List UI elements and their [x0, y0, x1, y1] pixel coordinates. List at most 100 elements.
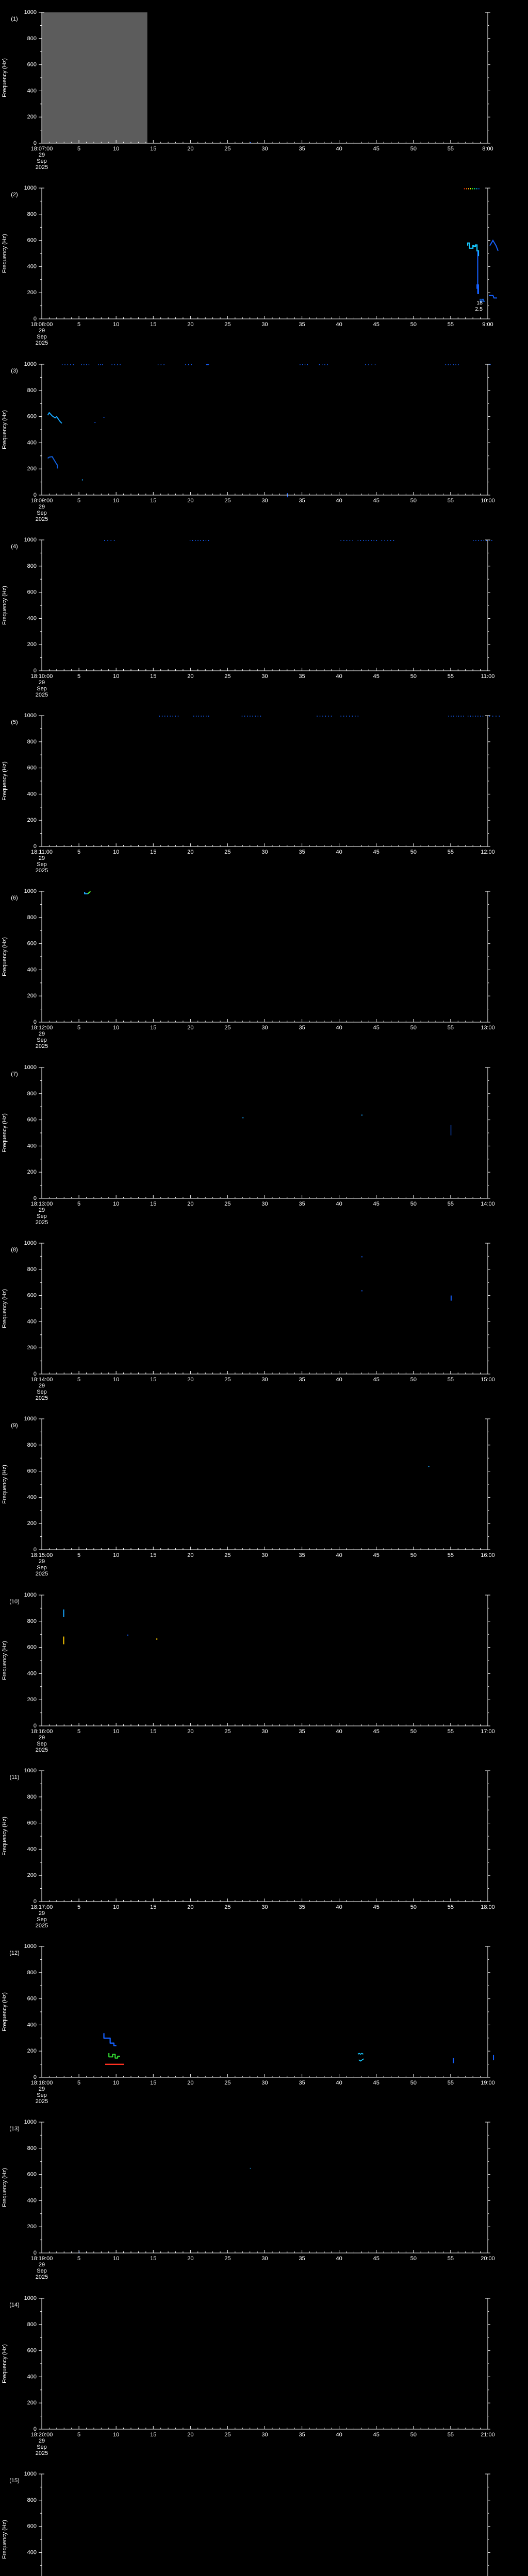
svg-text:600: 600 — [27, 2172, 37, 2178]
svg-text:400: 400 — [27, 1495, 37, 1501]
svg-text:Sep: Sep — [37, 1565, 47, 1571]
svg-text:29: 29 — [39, 328, 45, 334]
svg-text:45: 45 — [373, 1377, 380, 1383]
svg-text:400: 400 — [27, 1670, 37, 1676]
svg-text:45: 45 — [373, 146, 380, 152]
svg-text:Sep: Sep — [37, 2444, 47, 2450]
svg-text:25: 25 — [224, 849, 230, 855]
svg-text:Frequency (Hz): Frequency (Hz) — [2, 1465, 8, 1504]
svg-text:29: 29 — [39, 2438, 45, 2444]
svg-text:29: 29 — [39, 504, 45, 510]
svg-text:600: 600 — [27, 765, 37, 771]
svg-text:15: 15 — [150, 498, 156, 504]
svg-text:30: 30 — [261, 1728, 268, 1735]
svg-text:400: 400 — [27, 615, 37, 621]
svg-text:18:19:00: 18:19:00 — [31, 2256, 53, 2262]
svg-text:30: 30 — [261, 1377, 268, 1383]
svg-text:18:13:00: 18:13:00 — [31, 1201, 53, 1207]
svg-text:200: 200 — [27, 817, 37, 823]
svg-text:800: 800 — [27, 739, 37, 745]
svg-text:Frequency (Hz): Frequency (Hz) — [2, 2520, 8, 2559]
svg-text:40: 40 — [336, 2080, 342, 2086]
svg-text:2025: 2025 — [36, 868, 48, 874]
svg-text:15: 15 — [150, 146, 156, 152]
svg-text:30: 30 — [261, 849, 268, 855]
svg-text:35: 35 — [299, 1377, 305, 1383]
svg-text:55: 55 — [448, 673, 454, 680]
svg-text:35: 35 — [299, 498, 305, 504]
svg-text:55: 55 — [448, 1728, 454, 1735]
svg-text:40: 40 — [336, 1377, 342, 1383]
svg-text:55: 55 — [448, 2080, 454, 2086]
svg-text:5: 5 — [77, 498, 80, 504]
svg-text:20: 20 — [187, 2080, 193, 2086]
svg-text:600: 600 — [27, 413, 37, 419]
svg-text:18:12:00: 18:12:00 — [31, 1025, 53, 1031]
svg-text:25: 25 — [224, 2432, 230, 2438]
svg-text:2025: 2025 — [36, 340, 48, 346]
svg-text:5: 5 — [77, 1904, 80, 1910]
svg-text:Frequency (Hz): Frequency (Hz) — [2, 234, 8, 273]
svg-text:(2): (2) — [11, 192, 18, 198]
svg-text:30: 30 — [261, 321, 268, 328]
svg-text:10: 10 — [113, 2256, 119, 2262]
svg-text:29: 29 — [39, 1558, 45, 1565]
svg-text:2025: 2025 — [36, 164, 48, 171]
svg-text:2025: 2025 — [36, 1043, 48, 1049]
svg-text:20: 20 — [187, 1904, 193, 1910]
svg-text:800: 800 — [27, 1442, 37, 1448]
svg-text:200: 200 — [27, 641, 37, 648]
svg-text:200: 200 — [27, 1345, 37, 1351]
svg-text:15:00: 15:00 — [481, 1377, 495, 1383]
svg-text:55: 55 — [448, 1552, 454, 1558]
svg-text:25: 25 — [224, 2080, 230, 2086]
svg-text:18:00: 18:00 — [481, 1904, 495, 1910]
svg-text:800: 800 — [27, 387, 37, 393]
svg-text:200: 200 — [27, 466, 37, 472]
svg-text:35: 35 — [299, 673, 305, 680]
svg-text:800: 800 — [27, 1794, 37, 1800]
svg-text:20: 20 — [187, 321, 193, 328]
svg-text:30: 30 — [261, 673, 268, 680]
svg-text:15: 15 — [150, 1728, 156, 1735]
svg-text:20:00: 20:00 — [481, 2256, 495, 2262]
svg-text:20: 20 — [187, 146, 193, 152]
svg-text:20: 20 — [187, 1552, 193, 1558]
svg-text:50: 50 — [410, 673, 417, 680]
svg-text:800: 800 — [27, 2497, 37, 2503]
svg-text:400: 400 — [27, 1143, 37, 1149]
svg-text:600: 600 — [27, 238, 37, 244]
svg-text:25: 25 — [224, 1025, 230, 1031]
svg-text:45: 45 — [373, 673, 380, 680]
svg-text:50: 50 — [410, 146, 417, 152]
svg-text:1000: 1000 — [24, 1416, 37, 1422]
svg-text:(13): (13) — [9, 2126, 20, 2132]
svg-text:29: 29 — [39, 2262, 45, 2268]
svg-text:18:14:00: 18:14:00 — [31, 1377, 53, 1383]
svg-text:40: 40 — [336, 849, 342, 855]
svg-text:5: 5 — [77, 1025, 80, 1031]
svg-text:2025: 2025 — [36, 1219, 48, 1226]
svg-text:35: 35 — [299, 849, 305, 855]
svg-text:Sep: Sep — [37, 510, 47, 516]
svg-text:30: 30 — [261, 2256, 268, 2262]
svg-text:Sep: Sep — [37, 686, 47, 692]
svg-text:35: 35 — [299, 1025, 305, 1031]
svg-text:20: 20 — [187, 1201, 193, 1207]
svg-text:40: 40 — [336, 321, 342, 328]
svg-text:55: 55 — [448, 1201, 454, 1207]
svg-text:5: 5 — [77, 2080, 80, 2086]
svg-text:40: 40 — [336, 2432, 342, 2438]
svg-text:800: 800 — [27, 2145, 37, 2151]
svg-text:5: 5 — [77, 1377, 80, 1383]
svg-text:25: 25 — [224, 498, 230, 504]
svg-text:15: 15 — [150, 2256, 156, 2262]
svg-text:55: 55 — [448, 321, 454, 328]
svg-text:Frequency (Hz): Frequency (Hz) — [2, 586, 8, 625]
svg-text:5: 5 — [77, 2432, 80, 2438]
svg-text:Frequency (Hz): Frequency (Hz) — [2, 58, 8, 97]
svg-text:(5): (5) — [11, 719, 18, 725]
svg-text:15: 15 — [150, 2080, 156, 2086]
svg-text:45: 45 — [373, 2432, 380, 2438]
svg-text:2025: 2025 — [36, 1571, 48, 1577]
